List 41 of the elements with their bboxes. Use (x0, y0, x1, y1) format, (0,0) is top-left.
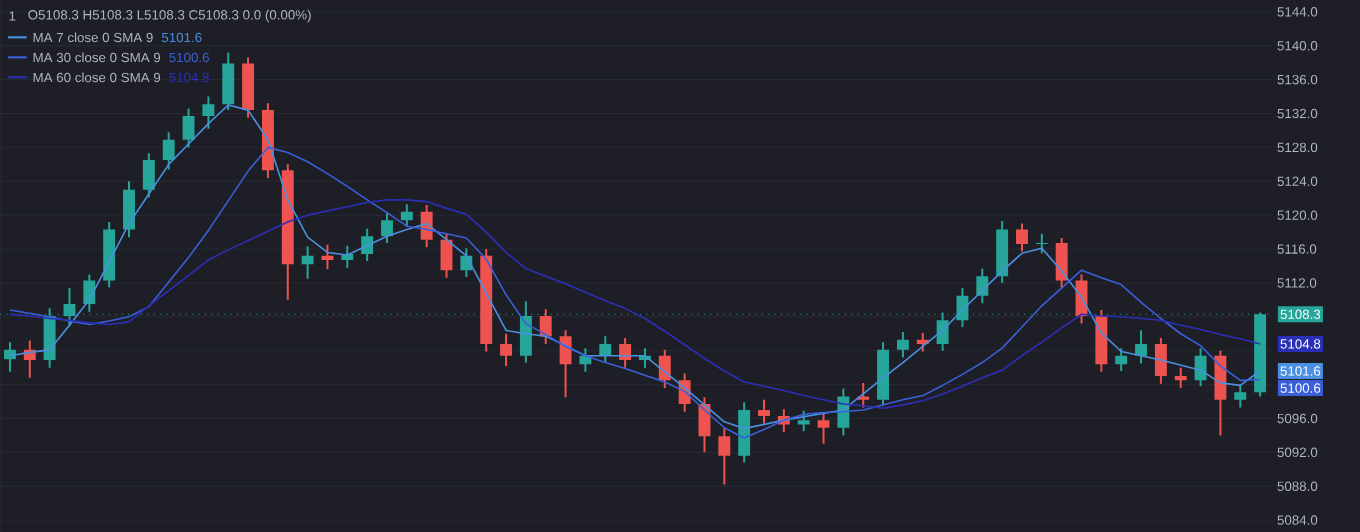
candlestick (480, 249, 493, 352)
candlestick (261, 103, 274, 178)
candlestick (1016, 223, 1028, 252)
candlestick (1194, 348, 1207, 387)
candlestick (301, 246, 314, 279)
candlestick (817, 413, 830, 444)
candlestick (202, 96, 215, 129)
candlestick (83, 274, 96, 312)
candlestick (738, 402, 751, 463)
candlestick (896, 332, 909, 358)
candlestick (400, 204, 413, 228)
candlestick (500, 333, 512, 366)
candlestick (381, 212, 393, 244)
candlestick (658, 349, 671, 388)
candlestick (142, 153, 155, 198)
candlestick (758, 399, 770, 424)
candlestick (1095, 310, 1108, 372)
candlestick (242, 57, 255, 118)
candlestick (718, 428, 731, 485)
candlestick (162, 132, 175, 170)
candlestick (877, 342, 890, 406)
candlestick (361, 228, 374, 261)
candlestick (1035, 233, 1048, 254)
candlestick (222, 52, 235, 111)
candlestick (123, 181, 135, 238)
candlestick (996, 221, 1009, 283)
candlestick (1055, 238, 1068, 288)
candlestick (182, 108, 195, 148)
candlestick (559, 330, 572, 398)
candlestick (281, 164, 294, 300)
candlestick (1135, 330, 1147, 364)
candlestick (4, 342, 16, 372)
candlestick (1154, 337, 1167, 384)
candlestick (1214, 350, 1227, 436)
candlestick (539, 309, 552, 344)
candlestick (1174, 367, 1187, 388)
candlestick (103, 221, 116, 288)
candlestick (1234, 384, 1247, 408)
candlestick (599, 336, 612, 363)
candlestick (1115, 348, 1128, 372)
candlestick (976, 268, 989, 304)
